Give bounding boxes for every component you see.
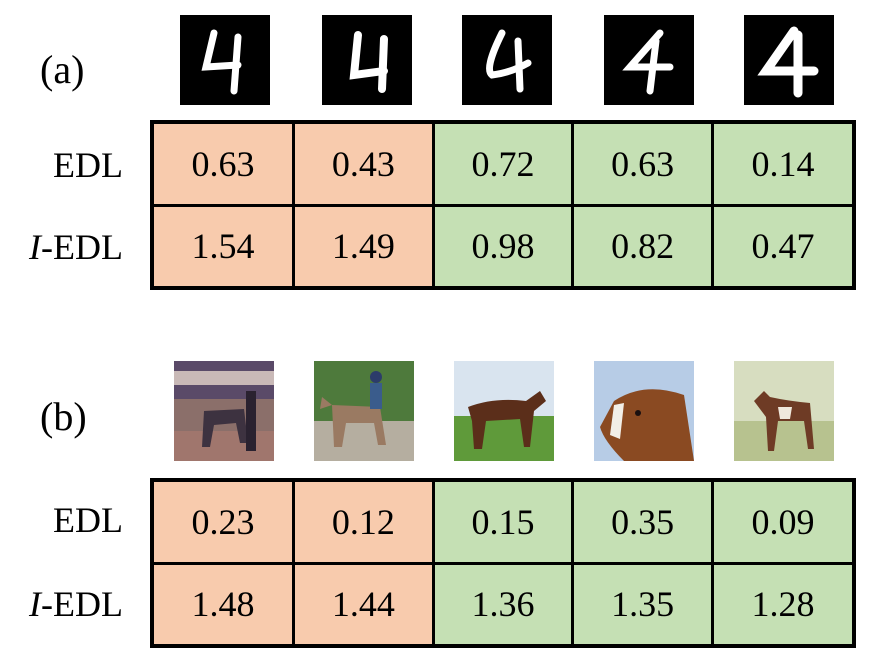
horse-photo — [314, 361, 414, 461]
table-cell: 0.63 — [571, 124, 714, 207]
table-cell: 0.35 — [571, 482, 714, 565]
digit-4-image — [180, 15, 270, 105]
table-cell: 0.43 — [292, 124, 435, 207]
row-label-edl: EDL — [53, 500, 123, 540]
uncertainty-table-b: 0.23 0.12 0.15 0.35 0.09 1.48 1.44 1.36 … — [150, 478, 856, 648]
table-cell: 0.47 — [710, 203, 852, 286]
table-cell: 0.14 — [710, 124, 852, 207]
table-cell: 1.28 — [710, 561, 852, 644]
table-row: 1.54 1.49 0.98 0.82 0.47 — [154, 203, 852, 286]
table-cell: 0.63 — [154, 124, 296, 207]
digit-4-image — [604, 15, 694, 105]
uncertainty-table-a: 0.63 0.43 0.72 0.63 0.14 1.54 1.49 0.98 … — [150, 120, 856, 290]
horse-photo — [454, 361, 554, 461]
table-cell: 0.72 — [431, 124, 575, 207]
table-cell: 0.15 — [431, 482, 575, 565]
table-row: 0.63 0.43 0.72 0.63 0.14 — [154, 124, 852, 207]
digit-4-image — [462, 15, 552, 105]
panel-a-label: (a) — [40, 47, 85, 92]
row-label-i-edl: I-EDL — [29, 227, 123, 267]
table-cell: 0.23 — [154, 482, 296, 565]
digit-4-image — [322, 15, 412, 105]
table-cell: 0.09 — [710, 482, 852, 565]
table-row: 1.48 1.44 1.36 1.35 1.28 — [154, 561, 852, 644]
table-row: 0.23 0.12 0.15 0.35 0.09 — [154, 482, 852, 565]
digit-4-image — [744, 15, 834, 105]
horse-photo — [594, 361, 694, 461]
table-cell: 0.98 — [431, 203, 575, 286]
panel-b-label: (b) — [40, 394, 87, 439]
table-cell: 0.82 — [571, 203, 714, 286]
table-cell: 1.48 — [154, 561, 296, 644]
horse-photo — [174, 361, 274, 461]
row-label-i-edl: I-EDL — [29, 584, 123, 624]
horse-photo — [734, 361, 834, 461]
table-cell: 1.44 — [292, 561, 435, 644]
table-cell: 0.12 — [292, 482, 435, 565]
table-cell: 1.36 — [431, 561, 575, 644]
table-cell: 1.49 — [292, 203, 435, 286]
table-cell: 1.54 — [154, 203, 296, 286]
row-label-edl: EDL — [53, 145, 123, 185]
table-cell: 1.35 — [571, 561, 714, 644]
